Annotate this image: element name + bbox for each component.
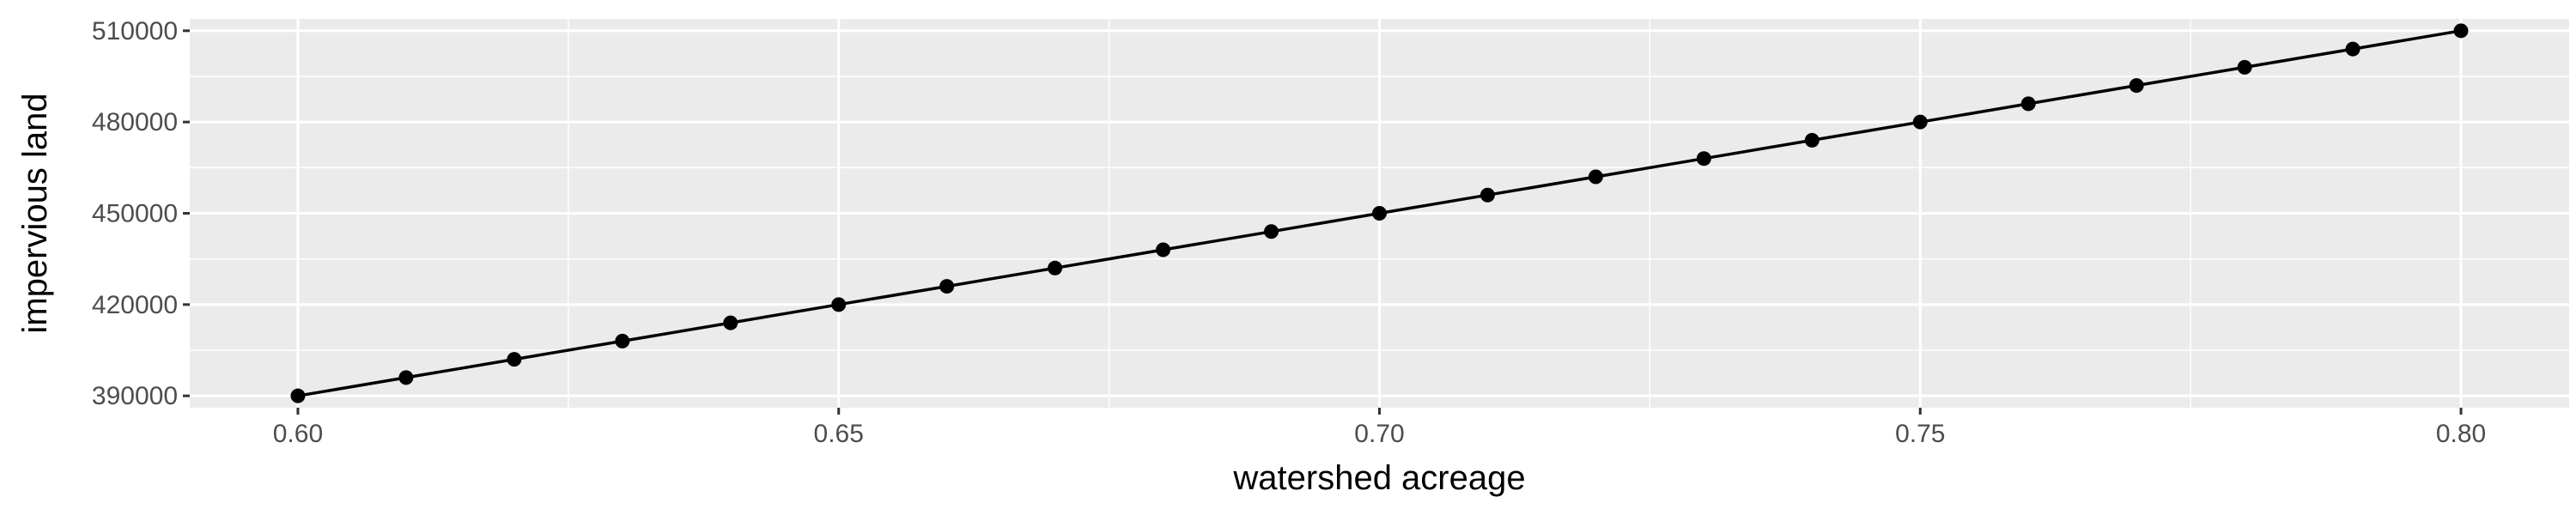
data-points [290,23,2469,403]
x-tick-label: 0.80 [2436,420,2486,448]
data-point [831,297,847,312]
data-point [2237,59,2252,75]
data-point [398,370,414,385]
y-axis-title: impervious land [16,93,54,333]
x-axis: 0.60 0.65 0.70 0.75 0.80 [273,408,2486,448]
data-point [723,315,738,330]
data-point [1264,224,1279,239]
y-tick-label: 450000 [92,200,178,228]
y-tick-label: 510000 [92,17,178,45]
data-point [2020,96,2036,112]
y-tick-label: 390000 [92,382,178,410]
x-axis-title: watershed acreage [1232,459,1525,497]
data-point [1912,114,1928,130]
y-tick-label: 420000 [92,291,178,319]
data-point [2129,78,2144,94]
data-point [1804,132,1820,148]
x-tick-label: 0.60 [273,420,323,448]
x-tick-label: 0.70 [1354,420,1404,448]
data-point [939,279,955,294]
data-point [1696,151,1711,167]
data-point [2453,23,2469,39]
x-tick-label: 0.75 [1895,420,1945,448]
data-point [1588,169,1603,185]
data-point [615,333,630,348]
data-point [290,388,306,403]
data-point [1156,242,1171,258]
data-point [1479,187,1495,203]
y-tick-label: 480000 [92,108,178,136]
x-tick-label: 0.65 [814,420,864,448]
data-point [507,352,522,367]
data-point [1048,260,1063,276]
data-point [2345,41,2360,57]
data-point [1372,206,1387,221]
y-axis: 390000 420000 450000 480000 510000 [92,17,190,410]
